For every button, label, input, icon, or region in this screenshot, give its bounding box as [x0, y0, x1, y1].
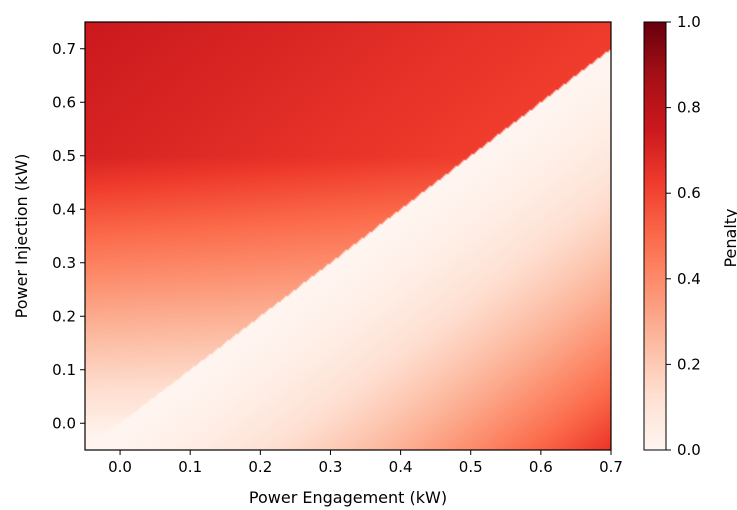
- colorbar-tick-label: 1.0: [677, 13, 701, 31]
- y-tick-label: 0.4: [52, 200, 76, 218]
- colorbar-tick-label: 0.0: [677, 441, 701, 459]
- colorbar-tick-label: 0.8: [677, 99, 701, 117]
- x-tick-label: 0.1: [178, 458, 202, 476]
- colorbar: [643, 21, 667, 451]
- colorbar-ticks: 0.0 0.2 0.4 0.6 0.8 1.0: [666, 13, 701, 459]
- y-axis-label: Power Injection (kW): [12, 154, 31, 319]
- colorbar-tick-label: 0.6: [677, 184, 701, 202]
- y-tick-label: 0.5: [52, 147, 76, 165]
- y-tick-label: 0.6: [52, 93, 76, 111]
- colorbar-tick-label: 0.4: [677, 270, 701, 288]
- x-tick-label: 0.0: [108, 458, 132, 476]
- x-tick-label: 0.2: [248, 458, 272, 476]
- colorbar-tick-label: 0.2: [677, 355, 701, 373]
- y-axis-ticks: 0.0 0.1 0.2 0.3 0.4 0.5 0.6 0.7: [52, 40, 85, 432]
- x-tick-label: 0.7: [599, 458, 623, 476]
- x-tick-label: 0.3: [319, 458, 343, 476]
- x-tick-label: 0.4: [389, 458, 413, 476]
- y-tick-label: 0.3: [52, 254, 76, 272]
- x-axis-label: Power Engagement (kW): [249, 488, 447, 507]
- y-tick-label: 0.1: [52, 361, 76, 379]
- plot-frame: [84, 21, 612, 451]
- y-tick-label: 0.7: [52, 40, 76, 58]
- y-tick-label: 0.2: [52, 307, 76, 325]
- colorbar-label: Penalty: [721, 208, 737, 267]
- x-tick-label: 0.5: [459, 458, 483, 476]
- x-axis-ticks: 0.0 0.1 0.2 0.3 0.4 0.5 0.6 0.7: [108, 450, 623, 476]
- y-tick-label: 0.0: [52, 414, 76, 432]
- heatmap-image: [85, 22, 611, 450]
- x-tick-label: 0.6: [529, 458, 553, 476]
